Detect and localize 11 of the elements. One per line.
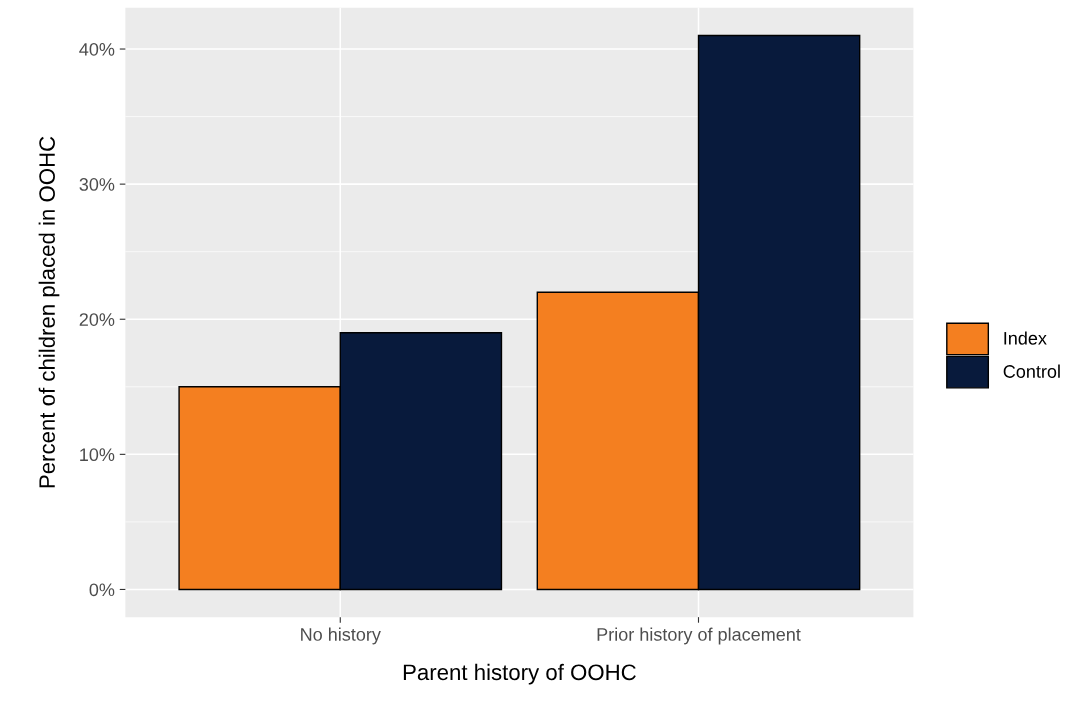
legend-label: Control [1003,364,1060,378]
y-axis-title: Percent of children placed in OOHC [38,136,60,488]
x-axis-title: Parent history of OOHC [403,663,636,685]
x-tick-label: No history [301,627,381,645]
y-tick-label: 0% [89,583,115,597]
x-tick-label: Prior history of placement [597,627,801,645]
y-tick-label: 40% [79,42,115,56]
y-tick-label: 20% [79,313,115,326]
legend-label: Index [1004,331,1047,345]
y-tick-label: 10% [80,448,115,462]
y-tick-label: 30% [79,178,115,191]
